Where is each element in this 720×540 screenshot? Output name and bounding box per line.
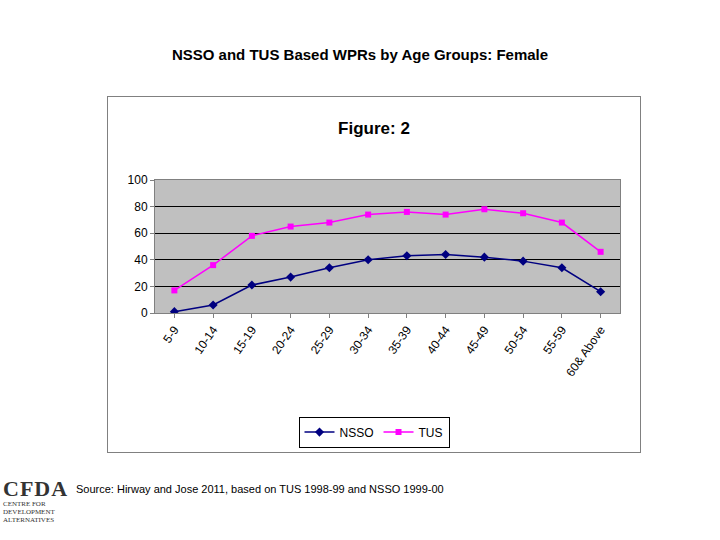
svg-text:60: 60	[134, 226, 148, 240]
svg-text:60& Above: 60& Above	[563, 323, 608, 379]
svg-text:100: 100	[128, 173, 148, 187]
html-text:DEVELOPMENT: DEVELOPMENT	[3, 508, 55, 516]
html-text:CFDA: CFDA	[3, 476, 69, 501]
svg-text:50-54: 50-54	[501, 323, 530, 356]
svg-text:5-9: 5-9	[160, 323, 182, 346]
svg-text:30-34: 30-34	[346, 323, 375, 356]
svg-text:40-44: 40-44	[424, 323, 453, 356]
svg-text:55-59: 55-59	[540, 323, 569, 356]
svg-text:TUS: TUS	[419, 426, 443, 440]
svg-text:20: 20	[134, 280, 148, 294]
svg-text:NSSO: NSSO	[340, 426, 374, 440]
svg-text:40: 40	[134, 253, 148, 267]
html-text:CENTRE FOR: CENTRE FOR	[3, 500, 46, 508]
svg-text:45-49: 45-49	[463, 323, 492, 356]
svg-text:20-24: 20-24	[269, 323, 298, 356]
html-text:NSSO and TUS Based WPRs by Age: NSSO and TUS Based WPRs by Age Groups: F…	[171, 46, 549, 63]
html-text:ALTERNATIVES: ALTERNATIVES	[3, 516, 55, 524]
svg-text:0: 0	[141, 306, 148, 320]
svg-text:35-39: 35-39	[385, 323, 414, 356]
svg-text:80: 80	[134, 200, 148, 214]
svg-text:25-29: 25-29	[308, 323, 337, 356]
svg-text:10-14: 10-14	[191, 323, 220, 356]
svg-text:15-19: 15-19	[230, 323, 259, 356]
html-text:Source: Hirway and Jose 2011,: Source: Hirway and Jose 2011, based on T…	[76, 483, 444, 495]
svg-text:Figure: 2: Figure: 2	[338, 119, 410, 138]
